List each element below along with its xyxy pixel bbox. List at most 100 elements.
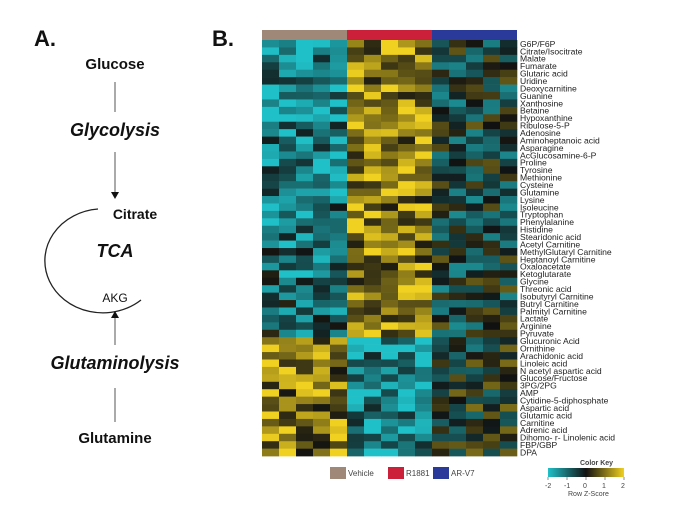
heatmap-cell bbox=[398, 92, 416, 100]
heatmap-cell bbox=[347, 352, 365, 360]
heatmap-cell bbox=[483, 307, 501, 316]
heatmap-cell bbox=[483, 426, 501, 435]
heatmap-cell bbox=[262, 374, 280, 383]
heatmap-cell bbox=[330, 396, 348, 405]
heatmap-cell bbox=[500, 54, 518, 63]
metabolite-label: MethylGlutaryl Carnitine bbox=[520, 247, 612, 257]
metabolite-label: Dihomo- r- Linolenic acid bbox=[520, 433, 615, 443]
heatmap-cell bbox=[330, 121, 348, 130]
heatmap-cell bbox=[381, 158, 399, 167]
heatmap-cell bbox=[381, 300, 399, 308]
heatmap-cell bbox=[449, 359, 467, 368]
heatmap-cell bbox=[296, 225, 314, 234]
legend-swatch-r1881 bbox=[388, 467, 404, 479]
heatmap-cell bbox=[296, 40, 314, 48]
heatmap-cell bbox=[330, 99, 348, 108]
heatmap-cell bbox=[432, 426, 450, 435]
legend-swatch-ar-v7 bbox=[433, 467, 449, 479]
heatmap-cell bbox=[347, 158, 365, 167]
heatmap-cell bbox=[313, 352, 331, 360]
heatmap-cell bbox=[466, 262, 484, 271]
heatmap-cell bbox=[313, 366, 331, 375]
glucose-label: Glucose bbox=[85, 56, 145, 73]
heatmap-cell bbox=[364, 307, 382, 316]
metabolite-label: Aspartic acid bbox=[520, 403, 569, 413]
heatmap-cell bbox=[415, 181, 433, 189]
heatmap-cell bbox=[347, 248, 365, 256]
heatmap-cell bbox=[330, 270, 348, 279]
heatmap-cell bbox=[381, 129, 399, 137]
heatmap-cell bbox=[483, 62, 501, 71]
heatmap-cell bbox=[466, 62, 484, 71]
heatmap-cell bbox=[483, 121, 501, 130]
heatmap-cell bbox=[381, 270, 399, 279]
heatmap-cell bbox=[449, 300, 467, 308]
metabolite-labels: G6P/F6PCitrate/IsocitrateMalateFumarateG… bbox=[520, 39, 615, 458]
heatmap-cell bbox=[364, 344, 382, 353]
heatmap-cell bbox=[466, 121, 484, 130]
heatmap-cell bbox=[313, 277, 331, 286]
heatmap-cell bbox=[381, 337, 399, 345]
heatmap-cell bbox=[449, 248, 467, 256]
heatmap-cell bbox=[432, 151, 450, 160]
heatmap-cell bbox=[296, 144, 314, 152]
heatmap-cell bbox=[449, 433, 467, 442]
heatmap-cell bbox=[415, 77, 433, 85]
heatmap-cell bbox=[330, 433, 348, 442]
heatmap-cell bbox=[279, 84, 297, 93]
heatmap-cell bbox=[313, 307, 331, 316]
heatmap-cell bbox=[449, 448, 467, 457]
heatmap-cell bbox=[432, 411, 450, 420]
heatmap-cell bbox=[466, 218, 484, 227]
heatmap-cell bbox=[500, 329, 518, 338]
heatmap-cell bbox=[483, 448, 501, 457]
heatmap-cell bbox=[279, 240, 297, 249]
heatmap-cell bbox=[330, 374, 348, 383]
heatmap-cell bbox=[296, 366, 314, 375]
heatmap-cell bbox=[262, 389, 280, 397]
heatmap-cell bbox=[415, 114, 433, 123]
heatmap-cell bbox=[364, 69, 382, 78]
heatmap-cell bbox=[381, 262, 399, 271]
heatmap-cell bbox=[398, 144, 416, 152]
heatmap-cell bbox=[415, 136, 433, 145]
heatmap-cell bbox=[381, 396, 399, 405]
heatmap-cell bbox=[347, 433, 365, 442]
heatmap-cell bbox=[364, 106, 382, 115]
heatmap-cell bbox=[432, 181, 450, 189]
legend-label-vehicle: Vehicle bbox=[348, 469, 374, 478]
heatmap-cell bbox=[398, 47, 416, 56]
heatmap-cell bbox=[296, 136, 314, 145]
heatmap-cell bbox=[432, 366, 450, 375]
heatmap-cell bbox=[313, 62, 331, 71]
heatmap-cell bbox=[313, 270, 331, 279]
heatmap-cell bbox=[449, 77, 467, 85]
heatmap-cell bbox=[262, 225, 280, 234]
heatmap-cell bbox=[262, 285, 280, 293]
heatmap-cell bbox=[449, 404, 467, 412]
heatmap-cell bbox=[449, 106, 467, 115]
heatmap-cell bbox=[330, 196, 348, 204]
heatmap-cell bbox=[364, 121, 382, 130]
heatmap-cell bbox=[330, 292, 348, 301]
heatmap-cell bbox=[483, 203, 501, 212]
group-legend: Vehicle R1881 AR-V7 bbox=[330, 467, 475, 479]
metabolite-label: Phenylalanine bbox=[520, 217, 574, 227]
heatmap-cell bbox=[313, 136, 331, 145]
heatmap-cell bbox=[449, 166, 467, 175]
heatmap-cell bbox=[330, 106, 348, 115]
heatmap-cell bbox=[449, 121, 467, 130]
heatmap-cell bbox=[483, 322, 501, 331]
heatmap-cell bbox=[296, 248, 314, 256]
heatmap-cell bbox=[483, 136, 501, 145]
heatmap-cell bbox=[279, 233, 297, 241]
heatmap-cell bbox=[347, 240, 365, 249]
heatmap-cell bbox=[364, 396, 382, 405]
heatmap-cell bbox=[483, 344, 501, 353]
heatmap-cell bbox=[449, 314, 467, 323]
heatmap-cell bbox=[364, 203, 382, 212]
heatmap-cell bbox=[279, 166, 297, 175]
heatmap-cell bbox=[483, 99, 501, 108]
heatmap-cell bbox=[262, 433, 280, 442]
color-key: Color Key -2 -1 0 1 2 Row Z-Score bbox=[545, 460, 625, 498]
